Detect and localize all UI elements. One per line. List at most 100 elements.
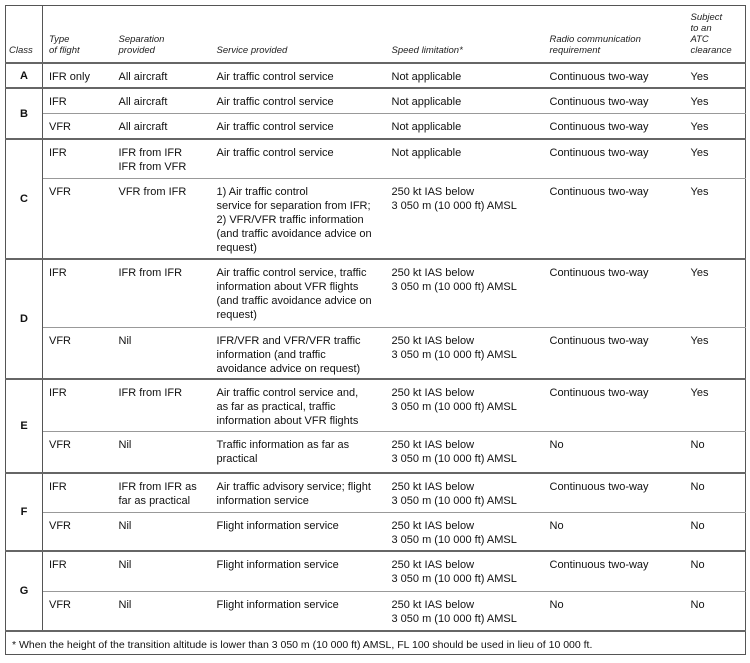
speed-cell: 250 kt IAS below 3 050 m (10 000 ft) AMS… xyxy=(385,378,544,431)
separation-cell: Nil xyxy=(112,430,211,473)
radio-cell: Continuous two-way xyxy=(543,326,685,379)
service-cell: Air traffic control service xyxy=(210,138,386,178)
speed-cell: Not applicable xyxy=(385,87,544,113)
class-cell: F xyxy=(5,472,43,551)
radio-cell: Continuous two-way xyxy=(543,550,685,591)
header-radio: Radio communication requirement xyxy=(543,5,685,64)
separation-cell: IFR from IFR xyxy=(112,258,211,327)
atc-cell: No xyxy=(684,472,746,512)
table-row: VFR Nil Flight information service 250 kt I… xyxy=(6,511,746,551)
type-cell: VFR xyxy=(42,326,113,379)
atc-cell: No xyxy=(684,511,746,551)
type-cell: IFR xyxy=(42,550,113,591)
class-cell: C xyxy=(5,138,43,259)
table-row: VFR Nil Traffic information as far as prac… xyxy=(6,430,746,473)
type-cell: VFR xyxy=(42,430,113,473)
table-row: F IFR IFR from IFR as far as practical Air … xyxy=(5,472,746,551)
atc-cell: Yes xyxy=(684,138,746,178)
table-row: VFR Nil IFR/VFR and VFR/VFR traffic inform… xyxy=(6,326,746,379)
table-row: VFR Nil Flight information service 250 kt I… xyxy=(6,590,746,631)
header-class: Class xyxy=(5,5,43,64)
atc-cell: Yes xyxy=(684,378,746,431)
airspace-classes-table: Class Type of flight Separation provided… xyxy=(5,5,746,655)
class-cell: B xyxy=(5,87,43,139)
radio-cell: No xyxy=(543,430,685,473)
atc-cell: No xyxy=(684,590,746,631)
footnote-row: * When the height of the transition alti… xyxy=(5,630,746,655)
radio-cell: Continuous two-way xyxy=(543,472,685,512)
service-cell: Air traffic control service xyxy=(210,87,386,113)
header-service: Service provided xyxy=(210,5,386,64)
header-separation: Separation provided xyxy=(112,5,211,64)
speed-cell: 250 kt IAS below 3 050 m (10 000 ft) AMS… xyxy=(385,177,544,259)
radio-cell: Continuous two-way xyxy=(543,177,685,259)
atc-cell: No xyxy=(684,430,746,473)
separation-cell: All aircraft xyxy=(112,87,211,113)
type-cell: IFR xyxy=(42,472,113,512)
service-cell: Flight information service xyxy=(210,590,386,631)
separation-cell: Nil xyxy=(112,326,211,379)
atc-cell: Yes xyxy=(684,62,746,88)
separation-cell: IFR from IFR IFR from VFR xyxy=(112,138,211,178)
atc-cell: Yes xyxy=(684,177,746,259)
speed-cell: Not applicable xyxy=(385,112,544,139)
separation-cell: Nil xyxy=(112,511,211,551)
speed-cell: Not applicable xyxy=(385,138,544,178)
header-atc: Subject to an ATC clearance xyxy=(684,5,746,64)
header-speed: Speed limitation* xyxy=(385,5,544,64)
type-cell: VFR xyxy=(42,511,113,551)
table-row: D IFR IFR from IFR Air traffic control serv… xyxy=(5,258,746,379)
separation-cell: IFR from IFR xyxy=(112,378,211,431)
radio-cell: Continuous two-way xyxy=(543,112,685,139)
service-cell: Air traffic advisory service; flight inf… xyxy=(210,472,386,512)
separation-cell: IFR from IFR as far as practical xyxy=(112,472,211,512)
service-cell: Air traffic control service xyxy=(210,62,386,88)
speed-cell: 250 kt IAS below 3 050 m (10 000 ft) AMS… xyxy=(385,511,544,551)
radio-cell: Continuous two-way xyxy=(543,258,685,327)
speed-cell: 250 kt IAS below 3 050 m (10 000 ft) AMS… xyxy=(385,590,544,631)
separation-cell: All aircraft xyxy=(112,62,211,88)
service-cell: 1) Air traffic control service for separ… xyxy=(210,177,386,259)
atc-cell: No xyxy=(684,550,746,591)
radio-cell: Continuous two-way xyxy=(543,62,685,88)
radio-cell: Continuous two-way xyxy=(543,138,685,178)
speed-cell: Not applicable xyxy=(385,62,544,88)
table-row: C IFR IFR from IFR IFR from VFR Air traffic… xyxy=(5,138,746,259)
atc-cell: Yes xyxy=(684,112,746,139)
type-cell: VFR xyxy=(42,590,113,631)
type-cell: VFR xyxy=(42,112,113,139)
table-row: E IFR IFR from IFR Air traffic control serv… xyxy=(5,378,746,473)
speed-cell: 250 kt IAS below 3 050 m (10 000 ft) AMS… xyxy=(385,550,544,591)
separation-cell: Nil xyxy=(112,590,211,631)
class-cell: E xyxy=(5,378,43,473)
table-row: B IFR All aircraft Air traffic control serv… xyxy=(5,87,746,139)
speed-cell: 250 kt IAS below 3 050 m (10 000 ft) AMS… xyxy=(385,326,544,379)
radio-cell: Continuous two-way xyxy=(543,378,685,431)
class-cell: D xyxy=(5,258,43,379)
atc-cell: Yes xyxy=(684,258,746,327)
speed-cell: 250 kt IAS below 3 050 m (10 000 ft) AMS… xyxy=(385,258,544,327)
atc-cell: Yes xyxy=(684,326,746,379)
footnote: * When the height of the transition alti… xyxy=(5,630,746,655)
speed-cell: 250 kt IAS below 3 050 m (10 000 ft) AMS… xyxy=(385,430,544,473)
type-cell: IFR xyxy=(42,378,113,431)
service-cell: Air traffic control service xyxy=(210,112,386,139)
service-cell: Air traffic control service, traffic inf… xyxy=(210,258,386,327)
table-row: VFR VFR from IFR 1) Air traffic control se… xyxy=(6,177,746,259)
service-cell: Air traffic control service and, as far … xyxy=(210,378,386,431)
type-cell: IFR xyxy=(42,87,113,113)
table-row: A IFR only All aircraft Air traffic control… xyxy=(5,62,746,88)
type-cell: VFR xyxy=(42,177,113,259)
class-cell: A xyxy=(5,62,43,88)
separation-cell: VFR from IFR xyxy=(112,177,211,259)
type-cell: IFR xyxy=(42,138,113,178)
type-cell: IFR only xyxy=(42,62,113,88)
radio-cell: No xyxy=(543,511,685,551)
type-cell: IFR xyxy=(42,258,113,327)
table-body: A IFR only All aircraft Air traffic control… xyxy=(5,62,746,631)
atc-cell: Yes xyxy=(684,87,746,113)
service-cell: Traffic information as far as practical xyxy=(210,430,386,473)
separation-cell: Nil xyxy=(112,550,211,591)
header-type: Type of flight xyxy=(42,5,113,64)
speed-cell: 250 kt IAS below 3 050 m (10 000 ft) AMS… xyxy=(385,472,544,512)
